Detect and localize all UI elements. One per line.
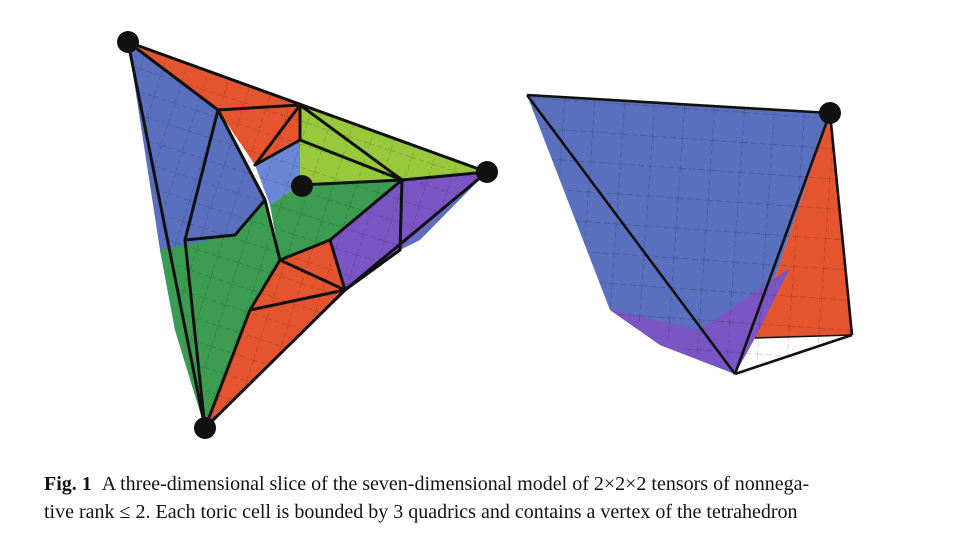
- figure-graphic: [117, 31, 854, 439]
- cell-edges: [525, 93, 854, 376]
- tetrahedron-panel: [117, 31, 498, 439]
- figure-label: Fig. 1: [44, 473, 92, 495]
- vertex-dot-top-left: [117, 31, 139, 53]
- caption-line-1: Fig. 1 A three-dimensional slice of the s…: [44, 470, 934, 498]
- toric-cell-panel: [525, 93, 854, 376]
- vertex-dot-bottom: [194, 417, 216, 439]
- cell-vertex-dot: [819, 102, 841, 124]
- vertex-dot-center: [291, 175, 313, 197]
- vertex-dot-right: [476, 161, 498, 183]
- cell-mesh-overlay: [527, 95, 852, 374]
- figure-caption: Fig. 1 A three-dimensional slice of the s…: [44, 470, 934, 526]
- edge-lines: [126, 40, 489, 430]
- caption-line-2: tive rank ≤ 2. Each toric cell is bounde…: [44, 501, 798, 523]
- caption-text-1: A three-dimensional slice of the seven-d…: [101, 473, 810, 495]
- mesh-overlay: [128, 42, 487, 428]
